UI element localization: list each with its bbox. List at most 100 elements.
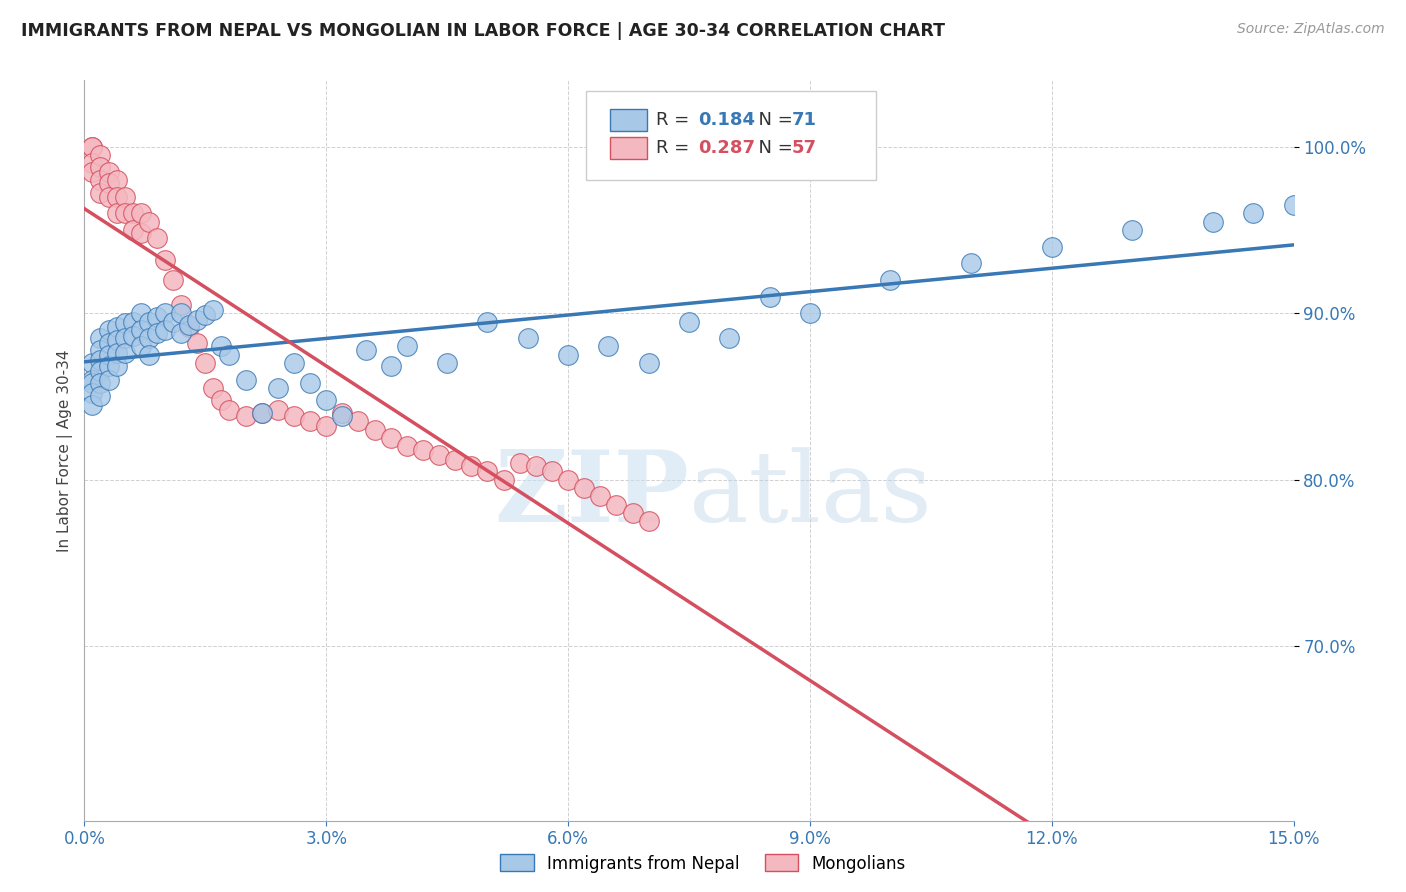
Point [267, 381, 290, 395]
Point [395, 339, 418, 353]
Point [170, 298, 193, 312]
Point [89, 376, 111, 390]
Text: ZIP: ZIP [494, 446, 689, 543]
Point [146, 326, 169, 341]
Point [267, 402, 290, 417]
Point [598, 339, 620, 353]
Point [427, 448, 450, 462]
Point [218, 402, 240, 417]
Point [97, 359, 120, 374]
Point [879, 273, 901, 287]
Point [492, 473, 515, 487]
Point [82, 376, 104, 390]
Point [380, 359, 402, 374]
Text: N =: N = [747, 112, 799, 129]
Point [89, 364, 111, 378]
Point [89, 352, 111, 367]
Point [114, 190, 136, 204]
Point [589, 489, 612, 503]
Legend: Immigrants from Nepal, Mongolians: Immigrants from Nepal, Mongolians [494, 847, 912, 880]
Point [82, 398, 104, 412]
Point [194, 356, 217, 370]
Point [89, 389, 111, 403]
Point [121, 329, 143, 343]
Point [1202, 215, 1225, 229]
Point [129, 339, 152, 353]
Point [97, 348, 120, 362]
Text: IMMIGRANTS FROM NEPAL VS MONGOLIAN IN LABOR FORCE | AGE 30-34 CORRELATION CHART: IMMIGRANTS FROM NEPAL VS MONGOLIAN IN LA… [21, 22, 945, 40]
Point [356, 343, 378, 357]
Point [299, 376, 322, 390]
Point [250, 406, 273, 420]
Point [1241, 206, 1264, 220]
Text: 0.184: 0.184 [699, 112, 755, 129]
Point [412, 442, 434, 457]
Point [637, 514, 659, 528]
Point [678, 314, 700, 328]
Point [557, 473, 579, 487]
Point [114, 316, 136, 330]
Point [299, 414, 322, 428]
Point [129, 323, 152, 337]
Point [105, 206, 128, 220]
FancyBboxPatch shape [586, 91, 876, 180]
Point [330, 406, 353, 420]
Text: 71: 71 [792, 112, 817, 129]
Point [330, 409, 353, 424]
Point [380, 431, 402, 445]
Point [170, 326, 193, 341]
Point [250, 406, 273, 420]
Point [516, 331, 538, 345]
Point [82, 140, 104, 154]
Point [436, 356, 458, 370]
Text: 0.287: 0.287 [699, 139, 755, 157]
Point [315, 392, 337, 407]
Point [146, 231, 169, 245]
Point [153, 306, 176, 320]
Point [202, 381, 225, 395]
Point [1282, 198, 1305, 212]
Point [89, 343, 111, 357]
Point [557, 348, 579, 362]
Point [105, 190, 128, 204]
Point [718, 331, 741, 345]
Point [105, 333, 128, 347]
Point [218, 348, 240, 362]
Point [1121, 223, 1143, 237]
Point [315, 419, 337, 434]
Point [605, 498, 627, 512]
Point [572, 481, 595, 495]
Text: 57: 57 [792, 139, 817, 157]
Point [179, 318, 201, 332]
Point [121, 223, 143, 237]
Point [283, 356, 305, 370]
Point [82, 373, 104, 387]
Point [105, 346, 128, 360]
Point [129, 206, 152, 220]
Point [105, 173, 128, 187]
Point [97, 373, 120, 387]
Text: R =: R = [657, 139, 696, 157]
Point [283, 409, 305, 424]
Point [138, 348, 160, 362]
Point [97, 177, 120, 191]
Point [186, 336, 208, 351]
Point [121, 206, 143, 220]
Point [138, 331, 160, 345]
Point [89, 173, 111, 187]
Text: Source: ZipAtlas.com: Source: ZipAtlas.com [1237, 22, 1385, 37]
Point [105, 319, 128, 334]
Point [114, 346, 136, 360]
Point [541, 464, 564, 478]
Point [146, 310, 169, 324]
Point [97, 190, 120, 204]
Point [1040, 240, 1063, 254]
Point [179, 319, 201, 334]
Point [89, 186, 111, 201]
Point [105, 359, 128, 374]
Point [82, 386, 104, 401]
Point [82, 156, 104, 170]
Point [235, 409, 257, 424]
Point [129, 306, 152, 320]
Point [509, 456, 531, 470]
